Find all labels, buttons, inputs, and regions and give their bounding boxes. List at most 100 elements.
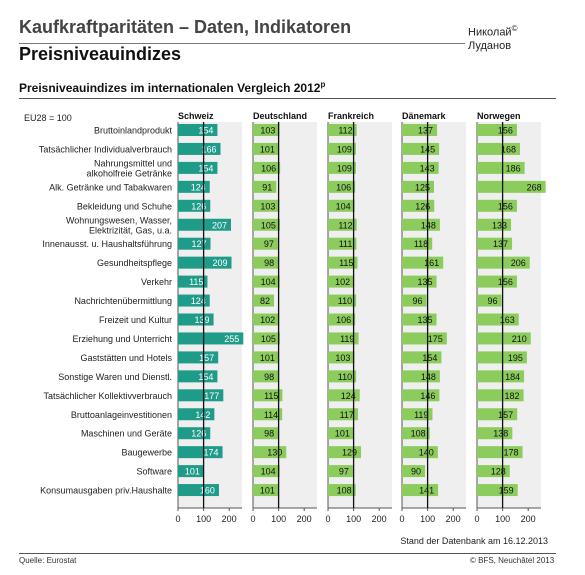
bar-schweiz (178, 180, 210, 193)
data-label-dnemark: 137 (418, 126, 433, 136)
bar-frankreich (328, 484, 356, 497)
copyright-note: © BFS, Neuchâtel 2013 (470, 556, 555, 565)
base-label: EU28 = 100 (24, 113, 72, 123)
bar-deutschland (253, 351, 279, 364)
bar-norwegen (477, 275, 517, 288)
bar-frankreich (328, 313, 356, 326)
data-label-deutschland: 82 (260, 296, 270, 306)
bar-deutschland (253, 408, 283, 421)
bar-schweiz (178, 446, 223, 459)
bar-dnemark (402, 408, 433, 421)
data-label-norwegen: 138 (493, 429, 508, 439)
page-title: Kaufkraftparitäten – Daten, Indikatoren (19, 17, 352, 37)
bar-schweiz (178, 427, 211, 440)
category-label: Software (136, 467, 172, 477)
data-label-deutschland: 105 (261, 220, 276, 230)
category-label: Baugewerbe (121, 448, 172, 458)
data-label-schweiz: 124 (191, 182, 206, 192)
bar-dnemark (402, 465, 426, 478)
bar-dnemark (402, 180, 434, 193)
x-tick-label-dnemark: 0 (399, 514, 404, 524)
x-tick-label-norwegen: 0 (474, 514, 479, 524)
bar-deutschland (253, 218, 280, 231)
bar-dnemark (402, 427, 430, 440)
x-tick-label-norwegen: 200 (521, 514, 536, 524)
bar-deutschland (253, 124, 280, 136)
data-label-dnemark: 135 (418, 315, 433, 325)
series-header-norwegen: Norwegen (477, 111, 521, 121)
bar-deutschland (253, 237, 278, 250)
data-label-frankreich: 102 (335, 277, 350, 287)
data-label-schweiz: 154 (198, 126, 213, 136)
data-label-frankreich: 97 (339, 467, 349, 477)
bar-norwegen (477, 332, 531, 345)
data-label-norwegen: 186 (506, 163, 521, 173)
category-label: Wohnungswesen, Wasser, Elektrizität, Gas,… (66, 215, 172, 235)
bar-norwegen (477, 313, 519, 326)
x-tick-label-dnemark: 100 (420, 514, 435, 524)
data-label-norwegen: 182 (505, 391, 520, 401)
data-label-schweiz: 207 (212, 220, 227, 230)
data-label-dnemark: 140 (419, 448, 434, 458)
data-label-norwegen: 178 (504, 448, 519, 458)
data-label-dnemark: 135 (418, 277, 433, 287)
bar-dnemark (402, 389, 440, 402)
bar-frankreich (328, 256, 358, 269)
data-label-deutschland: 91 (262, 182, 272, 192)
bar-deutschland (253, 427, 279, 440)
bar-norwegen (477, 389, 524, 402)
bar-schweiz (178, 313, 214, 326)
chart-title-text: Preisniveauindizes im internationalen Ve… (19, 81, 321, 95)
data-label-dnemark: 125 (415, 182, 430, 192)
bar-dnemark (402, 446, 438, 459)
data-label-dnemark: 175 (428, 334, 443, 344)
data-label-frankreich: 103 (335, 353, 350, 363)
category-label: Innenausst. u. Haushaltsführung (42, 239, 172, 249)
data-label-schweiz: 154 (198, 163, 213, 173)
bar-frankreich (328, 237, 357, 250)
data-label-norwegen: 157 (498, 410, 513, 420)
data-label-deutschland: 103 (260, 201, 275, 211)
bar-frankreich (328, 180, 356, 193)
bar-deutschland (253, 180, 277, 193)
bar-schweiz (178, 351, 219, 364)
data-label-norwegen: 168 (501, 144, 516, 154)
bar-schweiz (178, 199, 211, 212)
data-label-frankreich: 119 (340, 334, 354, 344)
x-tick-label-frankreich: 0 (325, 514, 330, 524)
x-tick-label-schweiz: 0 (175, 514, 180, 524)
category-label: Gaststätten und Hotels (80, 353, 172, 363)
data-label-dnemark: 119 (414, 410, 428, 420)
data-label-deutschland: 130 (267, 448, 282, 458)
category-label-line: Elektrizität, Gas, u.a. (89, 225, 172, 235)
data-label-deutschland: 106 (261, 163, 276, 173)
bar-frankreich (328, 142, 356, 155)
data-label-frankreich: 129 (342, 448, 357, 458)
data-label-norwegen: 210 (512, 334, 527, 344)
chart-title: Preisniveauindizes im internationalen Ve… (19, 80, 325, 95)
page-subtitle: Preisniveauindizes (19, 44, 182, 64)
category-label: Gesundheitspflege (97, 258, 172, 268)
data-label-deutschland: 104 (261, 467, 276, 477)
category-label: Alk. Getränke und Tabakwaren (49, 182, 172, 192)
bar-deutschland (253, 199, 280, 212)
data-label-norwegen: 184 (505, 372, 520, 382)
bar-schweiz (178, 275, 208, 288)
bar-frankreich (328, 370, 357, 383)
bar-norwegen (477, 446, 523, 459)
x-tick-label-schweiz: 100 (196, 514, 211, 524)
bar-norwegen (477, 142, 521, 155)
bar-deutschland (253, 332, 280, 345)
data-label-norwegen: 128 (491, 467, 506, 477)
category-label: Bekleidung und Schuhe (77, 201, 172, 211)
data-label-frankreich: 109 (337, 163, 352, 173)
bar-norwegen (477, 161, 525, 174)
bar-norwegen (477, 465, 510, 478)
series-header-dnemark: Dänemark (402, 111, 447, 121)
bar-norwegen (477, 408, 518, 421)
data-label-schweiz: 115 (189, 277, 203, 287)
data-label-norwegen: 163 (500, 315, 515, 325)
data-label-deutschland: 98 (264, 429, 274, 439)
data-label-frankreich: 108 (337, 486, 352, 496)
